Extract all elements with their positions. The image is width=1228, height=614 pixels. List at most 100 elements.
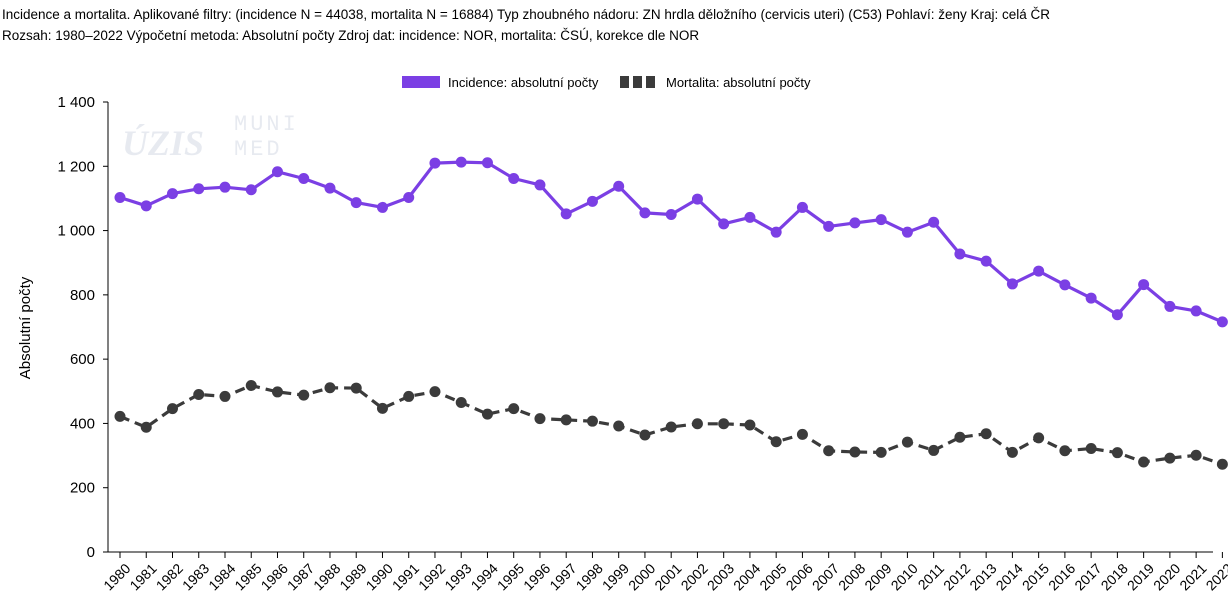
data-point [796, 428, 808, 440]
series-mortality [114, 380, 1228, 470]
chart-caption: Incidence a mortalita. Aplikované filtry… [2, 4, 1222, 46]
data-point [298, 173, 310, 184]
data-point [455, 397, 467, 409]
data-point [613, 180, 625, 192]
data-point [744, 211, 756, 223]
data-point [324, 382, 336, 394]
x-tick-label: 2015 [1019, 560, 1052, 593]
watermark-uzis: ÚZIS [122, 123, 204, 163]
legend-label: Mortalita: absolutní počty [666, 75, 811, 90]
x-tick-label: 2007 [809, 560, 842, 593]
x-tick-label: 2022 [1203, 560, 1228, 593]
series-line [118, 160, 1225, 324]
x-tick-label: 1996 [520, 560, 553, 593]
data-point [271, 386, 283, 398]
x-tick-label: 1993 [441, 560, 474, 593]
data-point [508, 403, 520, 415]
watermark: ÚZIS MUNI MED [122, 112, 296, 163]
data-point [1164, 452, 1176, 464]
data-point [219, 390, 231, 402]
data-point [1006, 446, 1018, 458]
data-point [823, 445, 835, 457]
data-point [140, 200, 152, 212]
watermark-med: MED [234, 137, 283, 162]
x-tick-label: 1983 [179, 560, 212, 593]
x-tick-label: 1998 [573, 560, 606, 593]
data-point [376, 402, 388, 414]
series-layer [114, 156, 1228, 470]
data-point [534, 179, 546, 191]
data-point [770, 226, 782, 238]
x-tick-label: 2003 [704, 560, 737, 593]
y-tick-label: 200 [70, 480, 95, 497]
x-tick-label: 2020 [1150, 560, 1183, 593]
data-point [1138, 456, 1150, 468]
data-point [403, 390, 415, 402]
x-tick-label: 2014 [993, 560, 1026, 593]
data-point [665, 209, 677, 220]
data-point [245, 380, 257, 391]
axes: 0 200 400 600 800 1 000 1 200 1 400 198019811982… [57, 94, 1228, 594]
x-tick-label: 1982 [153, 560, 186, 593]
data-point [1006, 278, 1018, 290]
data-point [691, 193, 703, 205]
data-point [1216, 316, 1228, 328]
y-tick-label: 1 400 [57, 94, 95, 111]
data-point [140, 421, 152, 433]
data-point [1190, 305, 1202, 317]
data-point [481, 157, 493, 169]
data-point [114, 191, 126, 203]
y-tick-label: 1 000 [57, 223, 95, 240]
data-point [193, 389, 205, 400]
legend: Incidence: absolutní počty Mortalita: abs… [402, 75, 811, 90]
x-tick-label: 2009 [861, 560, 894, 593]
data-point [1085, 443, 1097, 454]
x-tick-label: 2000 [625, 560, 658, 593]
x-tick-label: 1990 [363, 560, 396, 593]
data-point [298, 389, 310, 401]
data-point [875, 446, 887, 458]
data-point [901, 436, 913, 448]
x-tick-label: 2004 [730, 560, 763, 593]
data-point [718, 218, 730, 230]
x-tick-label: 2001 [651, 560, 684, 593]
x-tick-label: 1999 [599, 560, 632, 593]
data-point [350, 382, 362, 394]
data-point [980, 255, 992, 267]
x-tick-label: 1994 [468, 560, 501, 593]
data-point [849, 446, 861, 458]
data-point [928, 444, 940, 456]
data-point [560, 414, 572, 426]
caption-line-2: Rozsah: 1980–2022 Výpočetní metoda: Abso… [2, 28, 700, 43]
x-tick-label: 1984 [205, 560, 238, 593]
data-point [954, 431, 966, 443]
x-tick-label: 1985 [231, 560, 264, 593]
data-point [665, 421, 677, 433]
x-tick-label: 1997 [546, 560, 579, 593]
data-point [245, 184, 257, 196]
data-point [166, 403, 178, 415]
data-point [1111, 309, 1123, 321]
data-point [1033, 432, 1045, 444]
legend-label: Incidence: absolutní počty [448, 75, 599, 90]
data-point [849, 217, 861, 229]
data-point [639, 429, 651, 441]
x-tick-label: 2013 [966, 560, 999, 593]
data-point [691, 418, 703, 430]
data-point [639, 207, 651, 219]
data-point [1190, 449, 1202, 461]
caption-line-1: Incidence a mortalita. Aplikované filtry… [2, 7, 1051, 22]
data-point [376, 201, 388, 213]
data-point [560, 208, 572, 220]
data-point [1164, 300, 1176, 312]
x-tick-label: 2012 [940, 560, 973, 593]
data-point [193, 183, 205, 195]
data-point [534, 413, 546, 425]
y-tick-label: 400 [70, 415, 95, 432]
data-point [403, 191, 415, 203]
data-point [613, 420, 625, 432]
x-tick-label: 1989 [336, 560, 369, 593]
data-point [114, 410, 126, 422]
y-axis-label: Absolutní počty [17, 276, 34, 379]
data-point [1033, 265, 1045, 277]
